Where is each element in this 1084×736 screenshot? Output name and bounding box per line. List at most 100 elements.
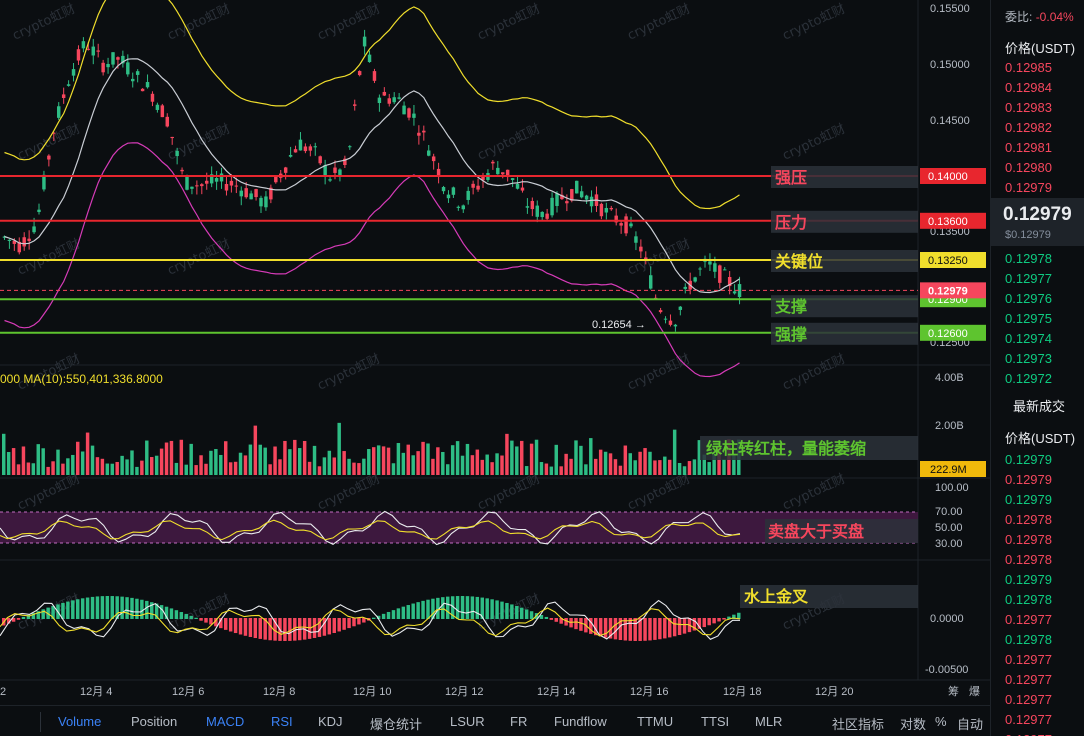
macd-signal-line: [0, 607, 741, 637]
volume-bar: [455, 441, 460, 475]
tab-kdj[interactable]: KDJ: [318, 714, 343, 729]
volume-bar: [342, 451, 346, 475]
macd-histogram-bar: [505, 602, 509, 619]
volume-bar: [450, 445, 455, 475]
bid-row: 0.12972: [1005, 371, 1052, 386]
rsi-axis-tick: 70.00: [935, 506, 963, 518]
volume-bar: [145, 440, 149, 475]
volume-bar: [475, 449, 480, 475]
trades-price-header: 价格(USDT): [1005, 431, 1076, 446]
macd-histogram-bar: [125, 597, 129, 619]
volume-bar: [529, 443, 534, 475]
tab-ttsi[interactable]: TTSI: [701, 714, 730, 729]
tab-volume[interactable]: Volume: [58, 714, 102, 729]
candle-body: [668, 320, 673, 325]
tab-lsur[interactable]: LSUR: [450, 714, 485, 729]
tab-fr[interactable]: FR: [510, 714, 528, 729]
macd-histogram-bar: [288, 618, 292, 641]
volume-value: 222.9M: [930, 464, 967, 476]
tab-[interactable]: 自动: [957, 717, 984, 732]
chart-canvas[interactable]: crypto虹财 crypto虹财 crypto虹财 crypto虹财 crypto虹财…: [0, 0, 990, 705]
candle-body: [732, 291, 737, 294]
volume-bar: [312, 445, 317, 475]
candle-body: [214, 178, 219, 182]
candle-body: [229, 180, 234, 186]
candle-body: [22, 237, 26, 247]
macd-histogram-bar: [381, 613, 386, 619]
rsi-line: [0, 510, 741, 546]
volume-bar: [500, 455, 504, 475]
level-label-box: [771, 250, 918, 272]
bollinger-upper-band: [4, 0, 740, 210]
volume-bar: [367, 449, 371, 475]
macd-histogram-bar: [283, 618, 287, 641]
tab-mlr[interactable]: MLR: [755, 714, 783, 729]
volume-bar: [51, 461, 55, 475]
tab-fundflow[interactable]: Fundflow: [554, 714, 607, 729]
volume-bar: [184, 464, 188, 475]
volume-bar: [539, 462, 544, 475]
candle-body: [407, 108, 411, 118]
volume-bar: [534, 439, 539, 475]
tab-divider: [40, 712, 41, 732]
volume-bar: [362, 458, 366, 475]
time-axis-label: 12月 20: [815, 686, 854, 698]
volume-bar: [268, 464, 272, 475]
price-axis-tick: 0.13500: [930, 226, 970, 238]
macd-histogram-bar: [732, 614, 736, 619]
time-axis-label: 12月 18: [723, 686, 762, 698]
macd-histogram-bar: [16, 618, 21, 620]
tab-[interactable]: 对数: [900, 717, 927, 732]
macd-histogram-bar: [293, 618, 297, 641]
volume-bar: [100, 458, 105, 475]
macd-histogram-bar: [391, 610, 396, 619]
volume-bar: [95, 457, 100, 475]
candle-body: [219, 173, 224, 182]
macd-histogram-bar: [357, 618, 361, 625]
volume-bar: [293, 439, 297, 475]
tab-macd[interactable]: MACD: [206, 714, 245, 729]
candle-body: [170, 136, 174, 139]
volume-bar: [263, 447, 267, 475]
tab-position[interactable]: Position: [131, 714, 178, 729]
tab-[interactable]: 社区指标: [832, 717, 885, 732]
volume-bar: [722, 459, 726, 475]
trade-row: 0.12979: [1005, 572, 1052, 587]
level-price-tag: [920, 252, 986, 268]
volume-bar: [357, 463, 361, 475]
candle-body: [239, 190, 243, 197]
volume-bar: [643, 448, 647, 475]
tab-%[interactable]: %: [935, 714, 947, 729]
macd-histogram-bar: [26, 614, 31, 619]
volume-bar: [465, 443, 470, 475]
macd-histogram-bar: [76, 599, 80, 619]
macd-histogram-bar: [446, 596, 450, 619]
macd-histogram-bar: [6, 618, 11, 624]
macd-histogram-bar: [722, 618, 726, 620]
tab-[interactable]: 爆仓统计: [370, 717, 423, 732]
volume-bar: [623, 445, 628, 475]
candle-body: [131, 78, 135, 82]
macd-histogram-bar: [692, 618, 697, 631]
tab-rsi[interactable]: RSI: [271, 714, 293, 729]
candle-body: [644, 257, 648, 260]
candle-body: [249, 193, 253, 200]
volume-bar: [80, 451, 85, 475]
time-axis-label: 12月 16: [630, 686, 669, 698]
macd-histogram-bar: [224, 618, 228, 630]
volume-bar: [174, 462, 179, 475]
time-axis-label: 12月 10: [353, 686, 392, 698]
candle-body: [456, 206, 461, 208]
macd-histogram-bar: [544, 616, 549, 619]
volume-bar: [105, 463, 110, 475]
macd-histogram-bar: [347, 618, 351, 629]
macd-histogram-bar: [307, 618, 312, 639]
latest-trades-title[interactable]: 最新成交: [1013, 399, 1066, 414]
candle-body: [362, 36, 367, 47]
macd-histogram-bar: [401, 606, 406, 619]
trade-row: 0.12979: [1005, 472, 1052, 487]
macd-histogram-bar: [214, 618, 218, 627]
tab-ttmu[interactable]: TTMU: [637, 714, 674, 729]
candle-body: [387, 98, 391, 104]
chart-area[interactable]: crypto虹财 crypto虹财 crypto虹财 crypto虹财 crypto虹财…: [0, 0, 990, 705]
